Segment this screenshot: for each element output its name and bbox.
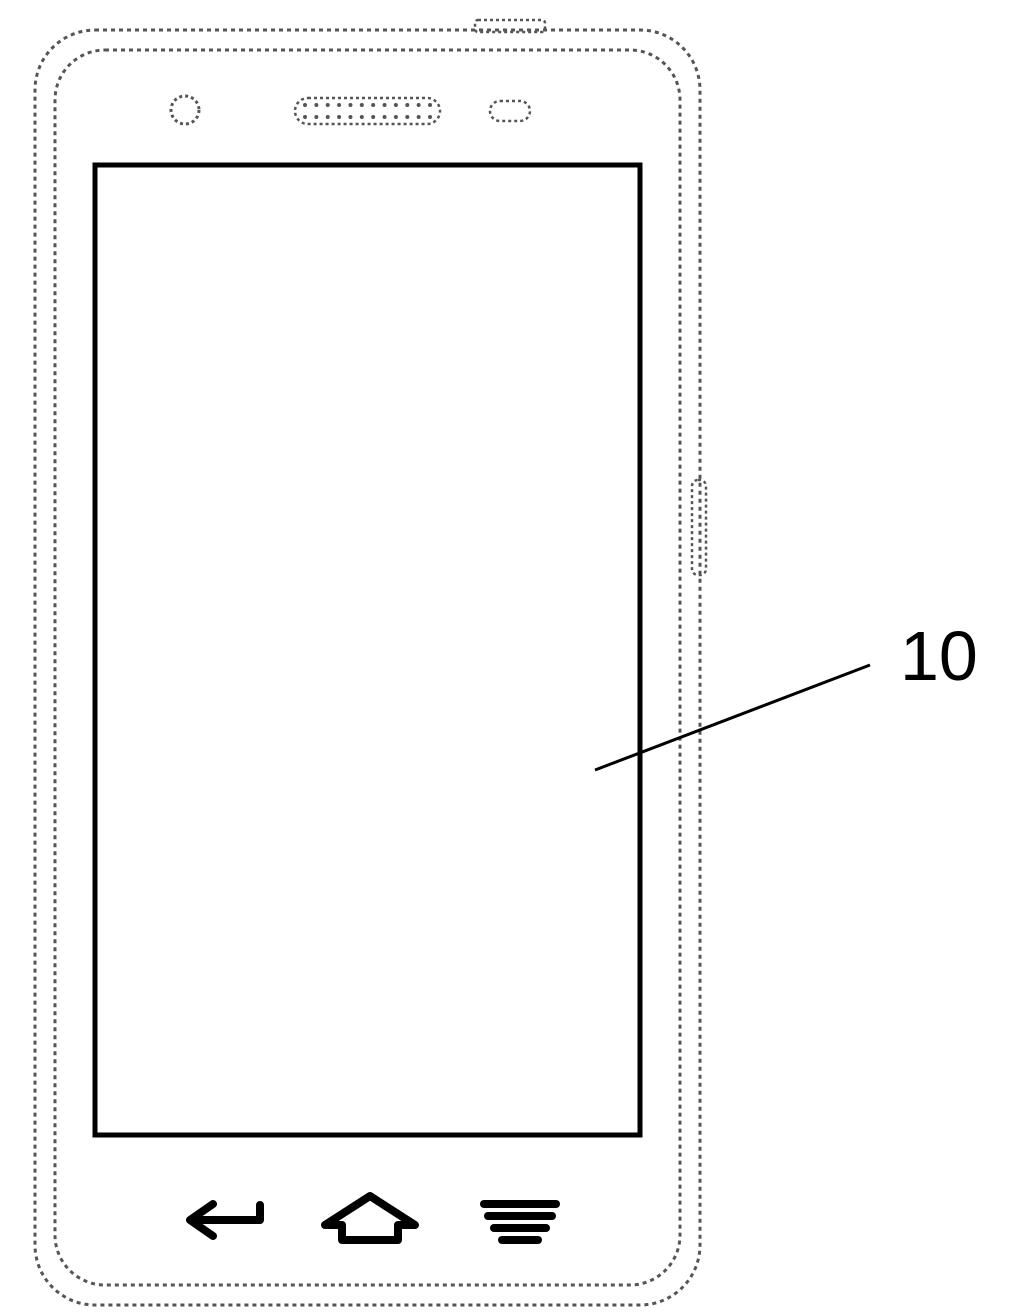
speaker-dot xyxy=(337,103,341,107)
speaker-dot xyxy=(383,115,387,119)
speaker-dot xyxy=(383,103,387,107)
speaker-dot xyxy=(417,115,421,119)
speaker-dot xyxy=(314,103,318,107)
speaker-dot xyxy=(405,115,409,119)
annotation-label: 10 xyxy=(900,617,978,695)
speaker-dot xyxy=(303,115,307,119)
speaker-dot xyxy=(303,103,307,107)
speaker-dot xyxy=(360,115,364,119)
speaker-dot xyxy=(314,115,318,119)
speaker-dot xyxy=(417,103,421,107)
speaker-dot xyxy=(348,103,352,107)
speaker-dot xyxy=(394,115,398,119)
speaker-dot xyxy=(326,103,330,107)
speaker-dot xyxy=(337,115,341,119)
speaker-dot xyxy=(428,115,432,119)
speaker-dot xyxy=(428,103,432,107)
speaker-dot xyxy=(348,115,352,119)
speaker-dot xyxy=(360,103,364,107)
speaker-dot xyxy=(326,115,330,119)
speaker-dot xyxy=(394,103,398,107)
speaker-dot xyxy=(371,103,375,107)
speaker-dot xyxy=(405,103,409,107)
speaker-dot xyxy=(371,115,375,119)
phone-screen xyxy=(95,165,640,1135)
